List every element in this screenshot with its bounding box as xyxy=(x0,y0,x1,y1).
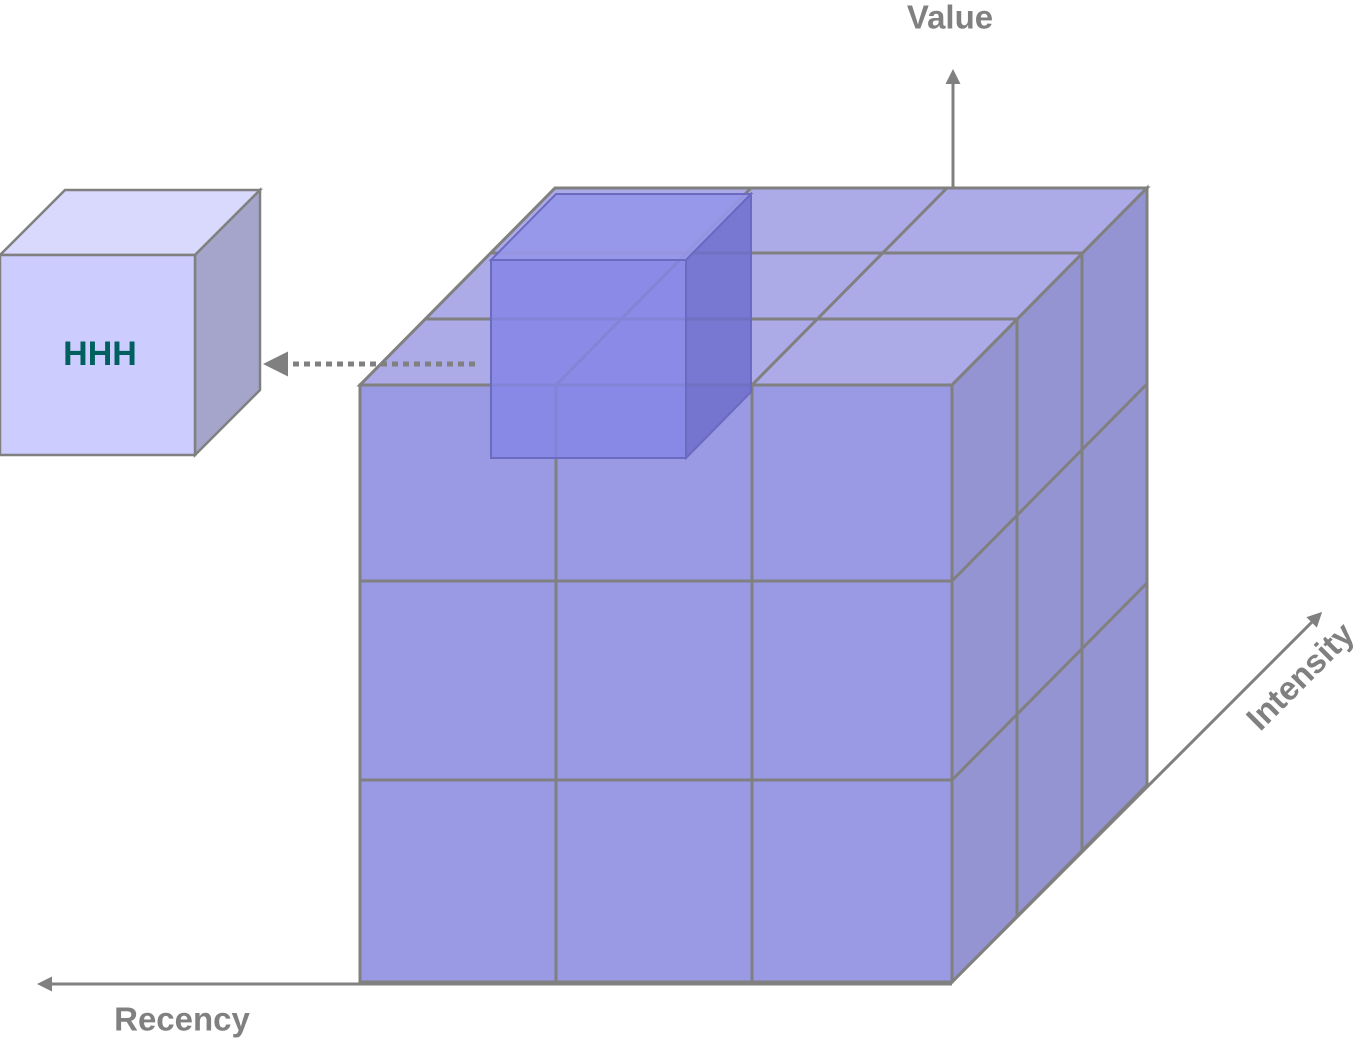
cell-label: HHH xyxy=(63,335,137,373)
recency-label: Recency xyxy=(114,1001,250,1038)
cube-front xyxy=(358,383,954,984)
extracted-cube xyxy=(0,186,264,459)
grid-line xyxy=(950,581,1149,782)
cell-front xyxy=(490,259,687,459)
main-cube xyxy=(356,184,1151,986)
grid-line xyxy=(950,382,1149,583)
value-label: Value xyxy=(907,0,993,36)
extracted-front xyxy=(0,253,197,457)
highlight-cell xyxy=(488,191,754,461)
intensity-axis xyxy=(950,611,1323,984)
grid-line xyxy=(750,186,949,387)
